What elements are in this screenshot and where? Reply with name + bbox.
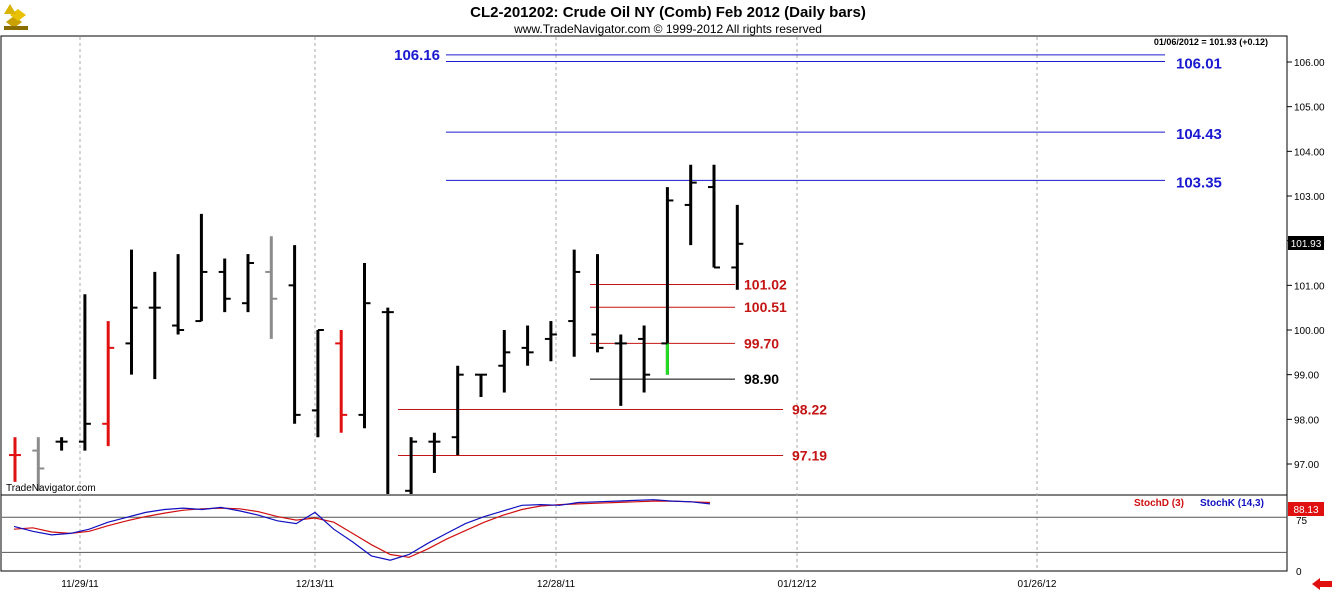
date-axis: 11/29/11 12/13/11 12/28/11 01/12/12 01/26/12 xyxy=(61,579,1057,590)
level-label: 106.16 xyxy=(394,47,440,64)
price-tick-label: 103.00 xyxy=(1294,192,1325,203)
date-label: 01/26/12 xyxy=(1018,579,1057,590)
price-panel-frame xyxy=(0,35,1288,496)
last-price-label: 101.93 xyxy=(1291,239,1322,250)
watermark: TradeNavigator.com xyxy=(6,483,96,494)
level-label: 104.43 xyxy=(1176,126,1222,143)
last-quote-text: 01/06/2012 = 101.93 (+0.12) xyxy=(1154,37,1268,47)
ohlc-bars xyxy=(9,164,744,494)
stoch-tick-75: 75 xyxy=(1296,516,1308,527)
price-tick-label: 106.00 xyxy=(1294,58,1325,69)
level-label: 106.01 xyxy=(1176,56,1222,73)
indicator-panel-frame xyxy=(0,494,1288,572)
chart-title: CL2-201202: Crude Oil NY (Comb) Feb 2012… xyxy=(470,4,866,21)
price-tick-label: 104.00 xyxy=(1294,147,1325,158)
price-tick-label: 98.00 xyxy=(1294,415,1319,426)
level-label: 98.22 xyxy=(792,402,827,418)
level-label: 103.35 xyxy=(1176,174,1222,191)
price-axis: 106.00105.00104.00103.00102.00101.00100.… xyxy=(1287,58,1325,471)
stochastic-panel xyxy=(2,499,1287,561)
gold-bars-logo-icon[interactable] xyxy=(4,4,28,30)
price-tick-label: 101.00 xyxy=(1294,281,1325,292)
stoch-tick-0: 0 xyxy=(1296,567,1302,578)
last-price-box xyxy=(1288,236,1324,250)
level-label: 101.02 xyxy=(744,276,787,292)
level-label: 100.51 xyxy=(744,299,787,315)
stoch-k-line xyxy=(13,499,711,561)
vertical-grid xyxy=(79,37,1038,571)
level-label: 97.19 xyxy=(792,448,827,464)
price-tick-label: 105.00 xyxy=(1294,103,1325,114)
price-tick-label: 97.00 xyxy=(1294,460,1319,471)
stoch-k-legend: StochK (14,3) xyxy=(1200,498,1264,509)
level-label: 99.70 xyxy=(744,335,779,351)
stoch-d-line xyxy=(13,500,711,558)
stoch-value-label: 88.13 xyxy=(1293,505,1318,516)
date-label: 12/13/11 xyxy=(296,579,335,590)
stoch-value-box xyxy=(1288,502,1324,516)
date-label: 11/29/11 xyxy=(61,579,99,590)
scroll-back-arrow-icon[interactable] xyxy=(1312,578,1332,590)
level-label: 98.90 xyxy=(744,371,779,387)
date-label: 01/12/12 xyxy=(778,579,817,590)
stoch-d-legend: StochD (3) xyxy=(1134,498,1184,509)
date-label: 12/28/11 xyxy=(537,579,576,590)
level-lines: 106.16 106.01 104.43 103.35 101.02 100.51 99.7… xyxy=(394,47,1222,464)
copyright-text: www.TradeNavigator.com © 1999-2012 All r… xyxy=(513,22,822,36)
price-tick-label: 100.00 xyxy=(1294,326,1325,337)
price-tick-label: 99.00 xyxy=(1294,371,1319,382)
